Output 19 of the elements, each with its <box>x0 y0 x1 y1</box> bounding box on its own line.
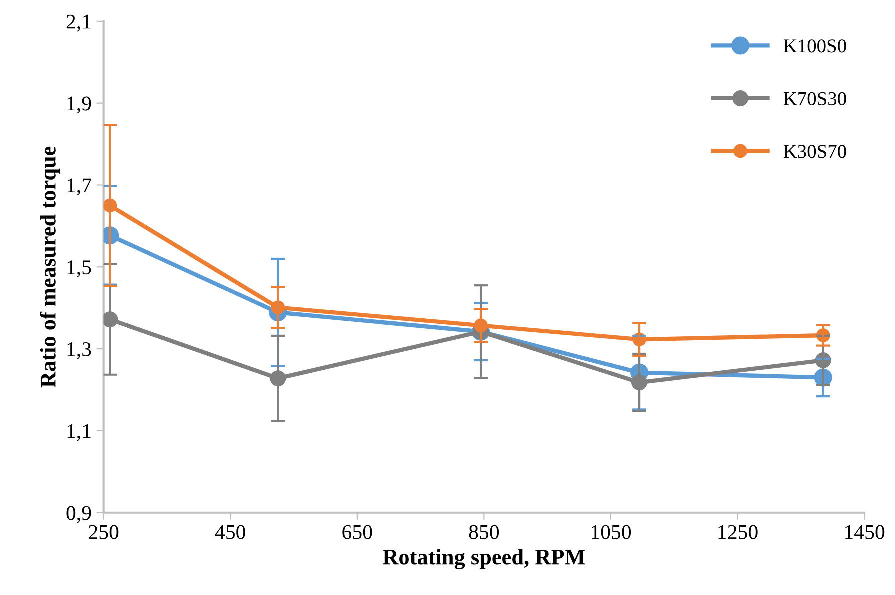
legend-label: K100S0 <box>784 40 846 53</box>
x-tick-label: 250 <box>89 525 119 540</box>
y-tick-label: 2,1 <box>66 14 91 32</box>
y-tick-label: 1,3 <box>68 342 92 360</box>
legend-label: K70S30 <box>784 92 846 106</box>
legend-label: K30S70 <box>784 145 846 158</box>
x-tick-label: 850 <box>469 525 500 540</box>
x-tick-label: 650 <box>342 525 372 540</box>
x-tick-label: 1450 <box>846 525 885 540</box>
y-tick-label: 1,9 <box>68 96 92 114</box>
x-tick-label: 1250 <box>718 525 758 540</box>
y-tick-label: 0,9 <box>66 506 92 524</box>
y-tick-label: 1,1 <box>68 424 91 442</box>
y-axis-title: Ratio of measured torque <box>40 146 60 388</box>
x-tick-label: 1050 <box>592 525 632 540</box>
x-axis-title: Rotating speed, RPM <box>383 549 586 570</box>
y-tick-label: 1,5 <box>68 260 92 278</box>
x-tick-label: 450 <box>215 525 246 540</box>
y-tick-label: 1,7 <box>68 178 92 196</box>
